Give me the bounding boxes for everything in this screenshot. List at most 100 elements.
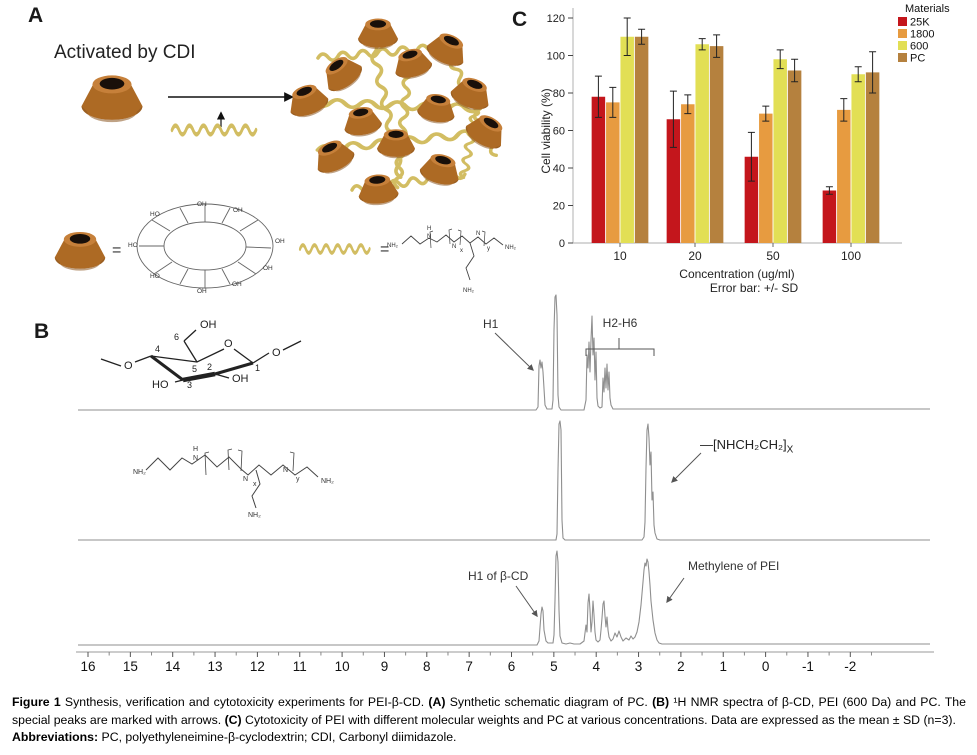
pc-network <box>283 18 512 207</box>
caption-abbreviations: Abbreviations: PC, polyethyleneimine-β-c… <box>12 730 457 744</box>
svg-text:NH₂: NH₂ <box>133 469 146 476</box>
svg-text:OH: OH <box>263 265 273 272</box>
svg-text:O: O <box>272 347 281 359</box>
nmr-spectrum-pc <box>78 550 930 646</box>
svg-text:NH₂: NH₂ <box>321 478 334 485</box>
pei-structure: NH₂ H N N x N y NH₂ NH₂ <box>133 446 334 519</box>
svg-text:NH₂: NH₂ <box>387 243 399 249</box>
svg-text:Error bar: +/- SD: Error bar: +/- SD <box>710 281 799 295</box>
svg-text:2: 2 <box>207 362 212 372</box>
svg-text:HO: HO <box>150 273 160 280</box>
svg-text:N: N <box>283 467 288 474</box>
svg-text:14: 14 <box>165 659 181 674</box>
svg-text:OH: OH <box>232 281 242 288</box>
equals-sign: = <box>112 242 121 259</box>
svg-text:10: 10 <box>335 659 350 674</box>
pei-structure-small: NH₂ H N N x N y NH₂ NH₂ <box>387 226 517 294</box>
svg-text:x: x <box>460 248 463 254</box>
svg-text:y: y <box>296 476 300 483</box>
svg-text:3: 3 <box>635 659 643 674</box>
svg-text:O: O <box>124 360 133 372</box>
svg-text:100: 100 <box>547 51 565 63</box>
svg-text:N: N <box>476 231 480 237</box>
svg-text:1: 1 <box>255 363 260 373</box>
svg-text:O: O <box>224 338 233 350</box>
svg-text:N: N <box>452 244 456 250</box>
nmr-spectrum-bcd <box>78 294 930 411</box>
svg-text:11: 11 <box>293 659 307 674</box>
annotation-h1-bcd: H1 of β-CD <box>468 569 529 583</box>
svg-text:2: 2 <box>677 659 685 674</box>
svg-text:-1: -1 <box>802 659 814 674</box>
svg-text:6: 6 <box>508 659 516 674</box>
svg-text:-2: -2 <box>844 659 856 674</box>
pei-repeat-unit-label: —[NHCH₂CH₂]X <box>700 437 794 456</box>
svg-text:OH: OH <box>197 288 207 295</box>
annotation-h2-h6: H2-H6 <box>603 316 638 330</box>
svg-text:N: N <box>193 455 198 462</box>
panel-a-caption: Activated by CDI <box>54 42 196 63</box>
svg-text:H: H <box>427 226 431 232</box>
svg-text:OH: OH <box>275 238 285 245</box>
svg-text:x: x <box>253 481 257 488</box>
svg-text:HO: HO <box>150 211 160 218</box>
svg-text:NH₂: NH₂ <box>505 245 517 251</box>
ppm-axis: 16 15 14 13 12 11 10 9 8 7 6 5 4 3 2 1 0 -1 -2 <box>76 651 934 674</box>
panel-a-label: A <box>28 4 44 27</box>
beta-cd-structure <box>136 203 274 289</box>
nmr-spectrum-pei <box>78 420 930 541</box>
svg-text:16: 16 <box>80 659 95 674</box>
svg-text:Concentration (ug/ml): Concentration (ug/ml) <box>679 267 794 281</box>
svg-text:NH₂: NH₂ <box>463 288 475 294</box>
svg-text:y: y <box>487 246 490 252</box>
svg-text:4: 4 <box>592 659 600 674</box>
svg-text:N: N <box>243 476 248 483</box>
svg-text:Cell viability (%): Cell viability (%) <box>539 88 553 173</box>
panel-a-illustration: = OH HO OH HO OH OH H <box>54 18 517 295</box>
svg-text:PC: PC <box>910 53 925 65</box>
svg-text:Materials: Materials <box>905 3 950 15</box>
panel-c-label: C <box>512 8 528 31</box>
svg-text:HO: HO <box>152 379 169 391</box>
svg-text:25K: 25K <box>910 17 930 29</box>
beta-cd-ring-labels: OH HO OH HO OH OH HO OH OH <box>128 201 285 295</box>
svg-text:1: 1 <box>719 659 727 674</box>
figure-caption: Figure 1 Synthesis, verification and cyt… <box>12 694 966 747</box>
svg-text:40: 40 <box>553 163 565 175</box>
svg-text:20: 20 <box>553 201 565 213</box>
svg-text:OH: OH <box>197 201 207 208</box>
svg-text:HO: HO <box>128 242 138 249</box>
svg-text:1800: 1800 <box>910 29 934 41</box>
svg-text:5: 5 <box>550 659 558 674</box>
svg-text:N: N <box>427 234 431 240</box>
annotation-methylene: Methylene of PEI <box>688 559 779 573</box>
h2-h6-bracket <box>585 338 655 356</box>
svg-text:H: H <box>193 446 198 453</box>
svg-text:OH: OH <box>200 319 217 331</box>
svg-text:6: 6 <box>174 332 179 342</box>
svg-text:20: 20 <box>688 249 702 263</box>
svg-text:7: 7 <box>465 659 473 674</box>
annotation-h1: H1 <box>483 317 499 331</box>
svg-text:80: 80 <box>553 88 565 100</box>
svg-text:4: 4 <box>155 344 160 354</box>
svg-text:10: 10 <box>613 249 627 263</box>
svg-text:8: 8 <box>423 659 431 674</box>
panel-b-nmr: OH O O O OH HO 1 2 3 4 5 6 <box>76 294 934 674</box>
svg-text:100: 100 <box>841 249 861 263</box>
svg-text:600: 600 <box>910 41 928 53</box>
svg-text:12: 12 <box>250 659 265 674</box>
svg-text:NH₂: NH₂ <box>248 512 261 519</box>
svg-text:5: 5 <box>192 364 197 374</box>
svg-text:0: 0 <box>559 238 565 250</box>
glucose-unit-structure: OH O O O OH HO 1 2 3 4 5 6 <box>100 319 302 391</box>
svg-text:OH: OH <box>232 373 249 385</box>
svg-text:50: 50 <box>766 249 780 263</box>
svg-text:13: 13 <box>208 659 223 674</box>
svg-text:OH: OH <box>233 207 243 214</box>
svg-text:15: 15 <box>123 659 138 674</box>
svg-text:120: 120 <box>547 13 565 25</box>
caption-text: Figure 1 Synthesis, verification and cyt… <box>12 695 966 727</box>
svg-text:9: 9 <box>381 659 389 674</box>
